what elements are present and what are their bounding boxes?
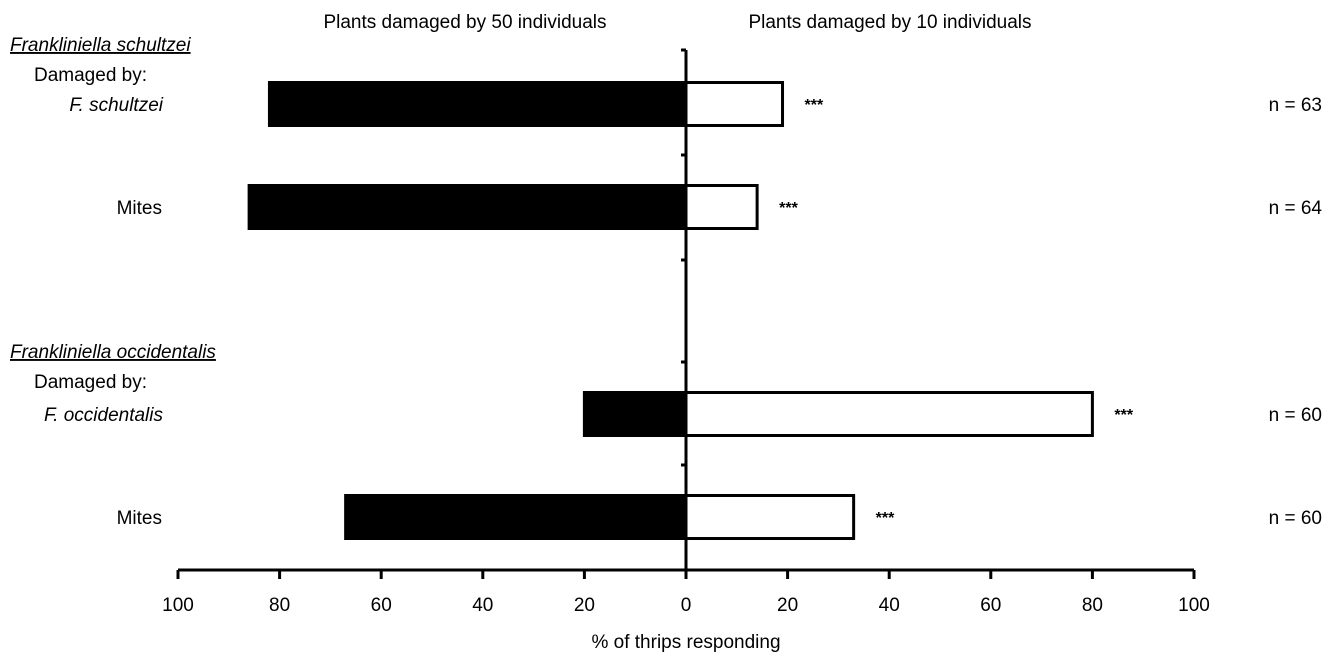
x-tick-label-8: 40: [879, 595, 900, 616]
group-subtitle-1: Damaged by:: [34, 65, 147, 86]
bar-left-3: [582, 391, 688, 437]
category-label-1: F. schultzei: [69, 95, 163, 116]
n-label-1: n = 63: [1269, 95, 1322, 116]
group-title-2: Frankliniella occidentalis: [10, 342, 216, 363]
x-tick-label-7: 20: [777, 595, 798, 616]
bar-left-1: [267, 81, 688, 127]
significance-label-4: ***: [876, 510, 895, 527]
significance-label-1: ***: [805, 97, 824, 114]
left-header: Plants damaged by 50 individuals: [323, 12, 606, 33]
x-tick-label-5: 20: [574, 595, 595, 616]
x-tick-label-10: 80: [1082, 595, 1103, 616]
bar-right-4: [684, 494, 856, 540]
x-tick-label-2: 80: [269, 595, 290, 616]
category-label-4: Mites: [117, 508, 162, 529]
chart-marks: F. schultzei *** n = 63 Mites *** n = 64 F. oc…: [44, 48, 1323, 616]
bar-left-2: [247, 184, 688, 230]
x-axis-label: % of thrips responding: [591, 632, 780, 653]
x-tick-label-3: 60: [371, 595, 392, 616]
n-label-4: n = 60: [1269, 508, 1322, 529]
significance-label-3: ***: [1114, 407, 1133, 424]
bar-right-1: [684, 81, 785, 127]
bar-right-3: [684, 391, 1094, 437]
x-tick-label-11: 100: [1178, 595, 1210, 616]
x-tick-label-4: 40: [472, 595, 493, 616]
right-header: Plants damaged by 10 individuals: [748, 12, 1031, 33]
n-label-2: n = 64: [1269, 198, 1323, 219]
significance-label-2: ***: [779, 200, 798, 217]
x-tick-label-6: 0: [681, 595, 692, 616]
x-tick-label-9: 60: [980, 595, 1001, 616]
bar-right-2: [684, 184, 759, 230]
x-tick-label-1: 100: [162, 595, 194, 616]
group-title-1: Frankliniella schultzei: [10, 35, 191, 56]
bar-left-4: [344, 494, 688, 540]
group-subtitle-2: Damaged by:: [34, 372, 147, 393]
category-label-2: Mites: [117, 198, 162, 219]
category-label-3: F. occidentalis: [44, 405, 163, 426]
n-label-3: n = 60: [1269, 405, 1322, 426]
